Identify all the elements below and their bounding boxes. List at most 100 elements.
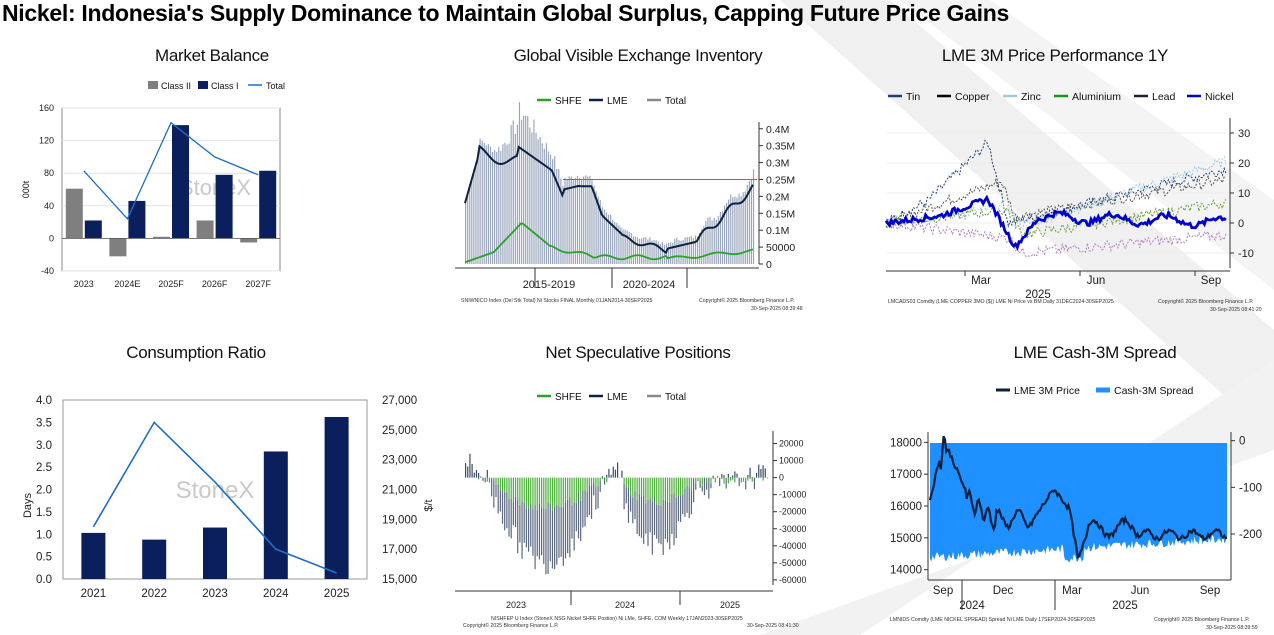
x-tick-label: Dec — [993, 585, 1014, 597]
lme-bar — [701, 486, 703, 492]
shfe-bar — [669, 477, 671, 503]
lme-bar — [504, 492, 506, 531]
lme-bar — [517, 499, 519, 554]
y-tick-label: 0.25M — [766, 174, 795, 186]
shfe-bar — [497, 477, 499, 485]
bar-class-i — [84, 220, 102, 239]
shfe-bar — [745, 477, 747, 481]
total-bar — [721, 211, 724, 264]
shfe-bar — [521, 477, 523, 502]
lme-bar — [538, 503, 541, 560]
lme-bar — [584, 490, 586, 527]
days-bar — [142, 539, 167, 579]
legend-label-lme: LME — [607, 392, 628, 403]
total-bar — [699, 232, 701, 264]
x-tick-label: 2024 — [615, 600, 635, 610]
legend-label-total: Total — [665, 392, 686, 403]
shfe-bar — [682, 477, 684, 495]
total-bar — [643, 237, 645, 264]
y-tick-label-right: 0 — [1239, 436, 1245, 448]
y-tick-label: 0 — [779, 473, 784, 483]
total-bar — [566, 179, 568, 264]
total-bar — [564, 177, 566, 264]
lme-bar — [747, 475, 749, 478]
total-bar — [558, 169, 560, 264]
legend-label-copper: Copper — [955, 91, 990, 103]
y-tick-label-right: 25,000 — [382, 425, 417, 437]
lme-bar — [467, 466, 469, 478]
total-bar — [657, 241, 659, 264]
total-bar — [467, 193, 469, 264]
total-bar — [496, 152, 498, 264]
total-bar — [659, 243, 661, 264]
shfe-bar — [517, 477, 519, 500]
lme-bar — [762, 465, 764, 478]
total-bar — [479, 138, 481, 264]
total-bar — [537, 139, 539, 264]
x-tick-label: 2023 — [74, 279, 94, 289]
y-tick-label: -50000 — [779, 558, 806, 568]
lme-bar — [514, 496, 517, 528]
lme-bar — [595, 487, 597, 510]
total-bar — [489, 146, 492, 264]
total-bar — [707, 217, 709, 264]
total-bar — [508, 143, 510, 264]
days-bar — [324, 417, 349, 579]
total-bar — [591, 180, 593, 264]
shfe-bar — [573, 477, 575, 503]
lme-bar — [610, 474, 612, 478]
total-bar — [645, 237, 647, 264]
lme-bar — [738, 477, 740, 487]
lme-bar — [558, 506, 560, 558]
total-bar — [568, 176, 570, 264]
total-bar — [665, 243, 668, 264]
shfe-bar — [593, 477, 595, 484]
shfe-bar — [627, 477, 630, 488]
lme-bar — [471, 463, 473, 478]
y-tick-label-left: 3.5 — [36, 417, 52, 429]
series-nickel — [884, 194, 1227, 251]
lme-bar — [521, 501, 523, 559]
shfe-bar — [523, 477, 525, 503]
lme-bar — [527, 508, 530, 552]
lme-bar — [551, 510, 554, 569]
lme-bar — [727, 473, 729, 478]
x-tick-label: 2023 — [506, 600, 526, 610]
lme-bar — [719, 477, 721, 487]
total-bar — [543, 148, 545, 264]
total-bar — [491, 151, 494, 264]
bar-class-ii — [196, 220, 214, 239]
lme-line — [464, 144, 754, 255]
lme-bar — [716, 476, 719, 478]
total-bar — [674, 239, 676, 264]
shfe-bar — [527, 477, 530, 509]
y-tick-label: -40 — [41, 266, 54, 276]
shfe-bar — [747, 477, 749, 481]
x-tick-label: 2015-2019 — [523, 279, 576, 291]
total-bar — [523, 115, 525, 264]
spread-area — [930, 443, 1227, 563]
y-tick-label-right: -200 — [1239, 529, 1262, 541]
shfe-bar — [599, 477, 601, 482]
shfe-bar — [751, 477, 753, 482]
footer-copyright: Copyright© 2025 Bloomberg Finance L.P. — [1158, 298, 1253, 305]
total-bar — [728, 199, 730, 264]
lme-3m-price-line — [928, 435, 1228, 560]
total-bar — [535, 132, 537, 264]
y-tick-label: -40000 — [779, 541, 806, 551]
legend-label-lme: LME — [607, 96, 628, 107]
lme-bar — [525, 508, 527, 548]
footer-date: 30-Sep-2025 08:41:30 — [747, 623, 799, 629]
shfe-bar — [699, 477, 701, 482]
lme-bar — [656, 504, 658, 539]
lme-bar — [554, 506, 556, 570]
shfe-bar — [710, 477, 712, 484]
days-bar — [81, 532, 106, 579]
shfe-bar — [729, 477, 732, 481]
lme-bar — [675, 497, 677, 539]
x-tick-label: Mar — [971, 275, 991, 287]
lme-bar — [764, 468, 766, 478]
shfe-bar — [684, 477, 686, 489]
lme-bar — [571, 505, 573, 539]
shfe-bar — [762, 477, 764, 481]
